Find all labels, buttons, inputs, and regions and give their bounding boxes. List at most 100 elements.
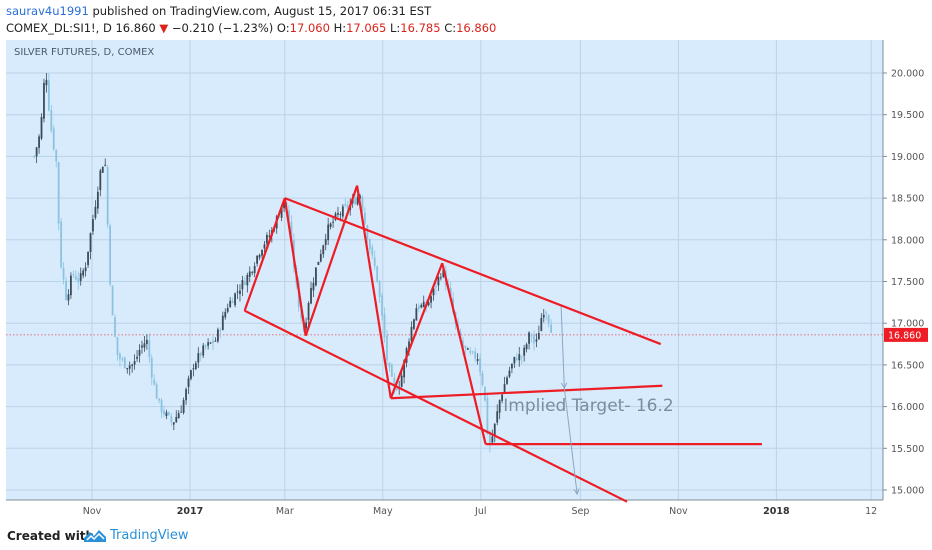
candle-body (469, 350, 472, 353)
candle-body (413, 319, 415, 329)
candle-body (197, 353, 200, 363)
candle-body (190, 370, 192, 379)
candle-body (248, 271, 251, 277)
candle-body (57, 162, 60, 224)
candle-body (119, 353, 121, 360)
candle-body (310, 288, 312, 304)
candle-body (77, 278, 80, 283)
implied-target-annotation: Implied Target- 16.2 (503, 396, 673, 416)
candle-body (231, 300, 234, 304)
candle-body (376, 266, 379, 282)
candle-body (82, 270, 85, 276)
candle-body (221, 315, 224, 330)
candle-body (60, 221, 63, 268)
symbol-name[interactable]: COMEX_DL:SI1!, D (6, 21, 112, 35)
candle-body (219, 330, 222, 332)
candle-body (315, 267, 317, 286)
candle-body (395, 388, 398, 391)
candle-body (356, 197, 359, 205)
candle-body (35, 147, 38, 157)
price-axis[interactable]: 15.000 15.500 16.000 16.500 17.000 17.500 18.0… (883, 69, 928, 497)
candle-body (533, 334, 535, 344)
candle-body (194, 363, 197, 370)
candle-body (408, 341, 410, 350)
candle-body (40, 117, 43, 139)
candle-body (535, 339, 538, 342)
candle-body (192, 368, 195, 370)
candle-body (364, 212, 366, 224)
candle-body (136, 356, 138, 359)
candle-body (386, 335, 388, 361)
candle-body (50, 110, 53, 131)
candle-body (143, 343, 146, 348)
candle-body (128, 365, 131, 369)
x-tick-label: 2018 (763, 506, 790, 517)
candle-body (415, 308, 418, 321)
created-with-text: Created with (7, 529, 95, 543)
candle-body (381, 295, 383, 316)
y-tick-label: 16.000 (891, 402, 924, 413)
candle-body (290, 222, 293, 240)
candle-body (319, 254, 322, 262)
candle-body (145, 339, 148, 344)
pattern-leg (355, 185, 392, 399)
candle-body (305, 322, 308, 329)
candle-body (261, 250, 263, 256)
candle-body (217, 329, 219, 342)
candle-body (400, 375, 403, 387)
price-chart[interactable]: 15.000 15.500 16.000 16.500 17.000 17.500 18.0… (0, 38, 932, 520)
candle-body (491, 436, 494, 443)
candle-body (155, 384, 158, 399)
x-tick-label: Sep (571, 506, 589, 517)
pattern-drawings (243, 185, 762, 503)
candle-body (327, 224, 330, 241)
candle-body (361, 197, 364, 211)
candle-body (92, 219, 94, 232)
candle-body (523, 347, 526, 356)
candle-body (462, 340, 464, 348)
candle-body (70, 275, 72, 296)
candle-body (371, 246, 374, 256)
candle-body (72, 273, 75, 275)
y-tick-label: 15.000 (891, 486, 924, 497)
x-tick-label: 2017 (177, 506, 203, 517)
current-price-badge (884, 327, 928, 342)
candle-body (65, 280, 67, 300)
publisher-username[interactable]: saurav4u1991 (6, 4, 89, 18)
candle-body (390, 364, 393, 377)
candle-body (185, 389, 187, 401)
open-value: 17.060 (289, 21, 330, 35)
tradingview-brand[interactable]: TradingView (110, 528, 189, 543)
candle-body (212, 340, 214, 344)
candle-body (207, 342, 210, 346)
candle-body (488, 432, 491, 445)
candle-body (346, 204, 349, 209)
candle-body (506, 377, 508, 384)
open-label: O: (276, 21, 290, 35)
candle-body (263, 244, 266, 249)
candle-body (368, 239, 371, 250)
candle-body (501, 394, 504, 401)
target-arrow-line (560, 306, 565, 389)
tradingview-logo-icon[interactable] (83, 527, 107, 543)
y-tick-label: 16.500 (891, 360, 924, 371)
chart-header: saurav4u1991 published on TradingView.co… (0, 0, 932, 38)
candle-body (268, 235, 271, 237)
candle-body (148, 340, 151, 358)
candle-body (94, 206, 97, 218)
x-tick-label: Mar (276, 506, 294, 517)
y-tick-label: 17.000 (891, 319, 924, 330)
candle-body (288, 210, 290, 224)
candle-body (344, 204, 347, 206)
candle-body (253, 265, 256, 274)
time-axis[interactable]: Nov 2017 Mar May Jul Sep Nov 2018 12 (83, 506, 878, 517)
candle-body (241, 280, 244, 290)
candle-body (547, 315, 550, 324)
candle-body (493, 423, 496, 436)
y-tick-label: 15.500 (891, 444, 924, 455)
price-change: −0.210 (−1.23%) (171, 21, 274, 35)
candle-body (182, 400, 185, 413)
candle-body (141, 345, 143, 348)
trend-line (244, 309, 628, 503)
chart-title: SILVER FUTURES, D, COMEX (14, 47, 154, 58)
